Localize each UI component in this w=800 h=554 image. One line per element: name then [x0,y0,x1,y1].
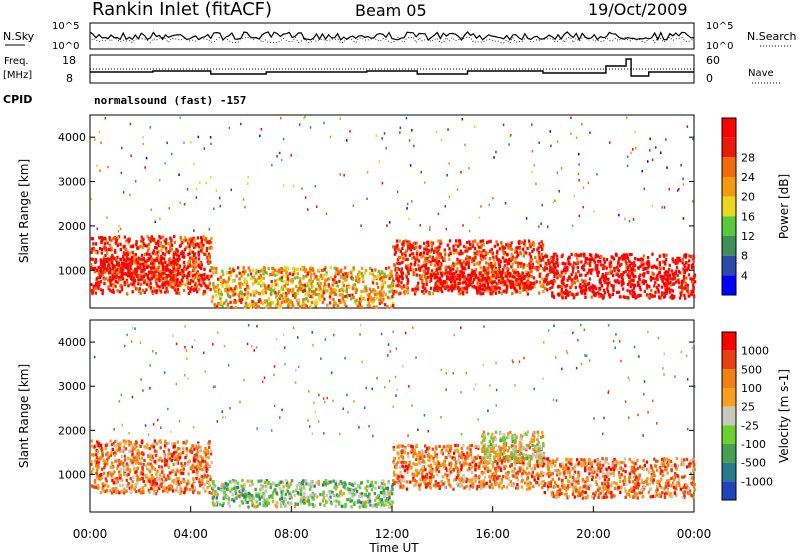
velocity-ytick-label-0: 1000 [58,468,86,481]
velocity-band-4 [543,456,696,500]
nsearch-tick-top: 10^5 [706,21,733,32]
x-tick-label-4: 16:00 [475,527,510,541]
power-ytick-label-3: 4000 [58,131,86,144]
velocity-colorbar-tick-7: -1000 [741,475,773,488]
nsearch-series-line [89,36,695,44]
nsky-series-line [89,31,695,42]
power-colorbar-tick-6: 28 [741,151,755,164]
power-colorbar-swatch-6 [722,236,736,256]
power-colorbar-tick-1: 8 [741,250,748,263]
x-tick-label-5: 20:00 [576,527,611,541]
power-ytick-label-0: 1000 [58,264,86,277]
velocity-colorbar-label: Velocity [m s-1] [777,369,791,463]
velocity-colorbar-swatch-0 [722,332,736,351]
nsearch-label: N.Search [747,30,797,43]
nave-label: Nave [748,68,774,79]
velocity-colorbar-tick-1: 500 [741,363,762,376]
velocity-colorbar-tick-5: -100 [741,438,766,451]
velocity-colorbar-tick-0: 1000 [741,345,769,358]
velocity-colorbar-swatch-8 [722,481,736,500]
velocity-ytick-label-2: 3000 [58,380,86,393]
x-tick-label-1: 04:00 [173,527,208,541]
nsearch-tick-bottom: 10^0 [706,41,733,52]
freq-tick-top: 18 [62,54,76,67]
power-colorbar-swatch-3 [722,177,736,197]
velocity-colorbar-swatch-3 [722,388,736,407]
nsky-tick-bottom: 10^0 [52,41,79,52]
x-axis-label: Time UT [368,541,419,554]
freq-label: Freq. [4,56,29,67]
x-tick-label-3: 12:00 [375,527,410,541]
velocity-band-3 [480,430,545,465]
station-title: Rankin Inlet (fitACF) [92,0,272,20]
velocity-panel: Slant Range [km]100020003000400010005001… [17,319,791,513]
freq-tick-bottom: 8 [66,72,73,85]
power-colorbar-tick-3: 16 [741,210,755,223]
date-title: 19/Oct/2009 [588,0,688,19]
power-colorbar-label: Power [dB] [777,174,791,239]
power-band-3 [392,239,546,296]
velocity-ytick-label-1: 2000 [58,424,86,437]
power-colorbar: 4 8 12 16 20 24 28 Power [dB] [721,117,791,296]
velocity-colorbar-swatch-5 [722,425,736,444]
velocity-colorbar-swatch-4 [722,406,736,426]
nave-tick-bottom: 0 [706,72,713,85]
power-colorbar-tick-4: 20 [741,191,755,204]
freq-unit-label: [MHz] [3,70,32,81]
velocity-colorbar-swatch-2 [722,369,736,388]
power-colorbar-swatch-7 [722,255,736,276]
velocity-colorbar-tick-3: 25 [741,401,755,414]
power-band-1 [97,257,180,283]
power-colorbar-tick-5: 24 [741,171,755,184]
velocity-ytick-label-3: 4000 [58,336,86,349]
velocity-colorbar-swatch-6 [722,444,736,463]
sky-panel-frame [89,22,695,50]
x-tick-label-0: 00:00 [73,527,108,541]
nsky-label: N.Sky [3,30,35,43]
x-tick-label-6: 00:00 [677,527,712,541]
power-ylabel: Slant Range [km] [17,159,31,263]
power-colorbar-swatch-4 [722,196,736,217]
nave-tick-top: 60 [706,54,720,67]
power-band-5 [543,252,697,300]
velocity-band-0 [90,439,214,496]
velocity-ylabel: Slant Range [km] [17,364,31,468]
x-tick-label-2: 08:00 [274,527,309,541]
velocity-colorbar-tick-2: 100 [741,382,762,395]
power-ytick-label-1: 2000 [58,220,86,233]
cpid-value: normalsound (fast) -157 [94,94,246,107]
cpid-label: CPID [3,93,32,106]
power-panel: Slant Range [km] 1000 2000 3000 4000 4 8 12 16 20… [17,114,791,309]
power-colorbar-swatch-8 [722,275,736,295]
power-colorbar-tick-0: 4 [741,269,748,282]
power-colorbar-tick-2: 12 [741,230,755,243]
velocity-colorbar-swatch-1 [722,350,736,370]
velocity-band-1 [210,478,395,509]
velocity-colorbar-tick-6: -500 [741,457,766,470]
velocity-colorbar-tick-4: -25 [741,419,759,432]
power-colorbar-swatch-1 [722,137,736,158]
velocity-colorbar: 1000 500 100 25 -25 -100 -500 -1000 Velocity [m … [721,331,791,501]
nsky-tick-top: 10^5 [52,21,79,32]
freq-series-line [90,58,694,77]
velocity-colorbar-swatch-7 [722,462,736,482]
power-band-4 [429,270,533,292]
beam-title: Beam 05 [355,1,427,20]
power-colorbar-swatch-0 [722,118,736,138]
power-ytick-label-2: 3000 [58,176,86,189]
power-colorbar-swatch-2 [722,157,736,177]
power-colorbar-swatch-5 [722,216,736,236]
power-band-2 [210,265,395,309]
